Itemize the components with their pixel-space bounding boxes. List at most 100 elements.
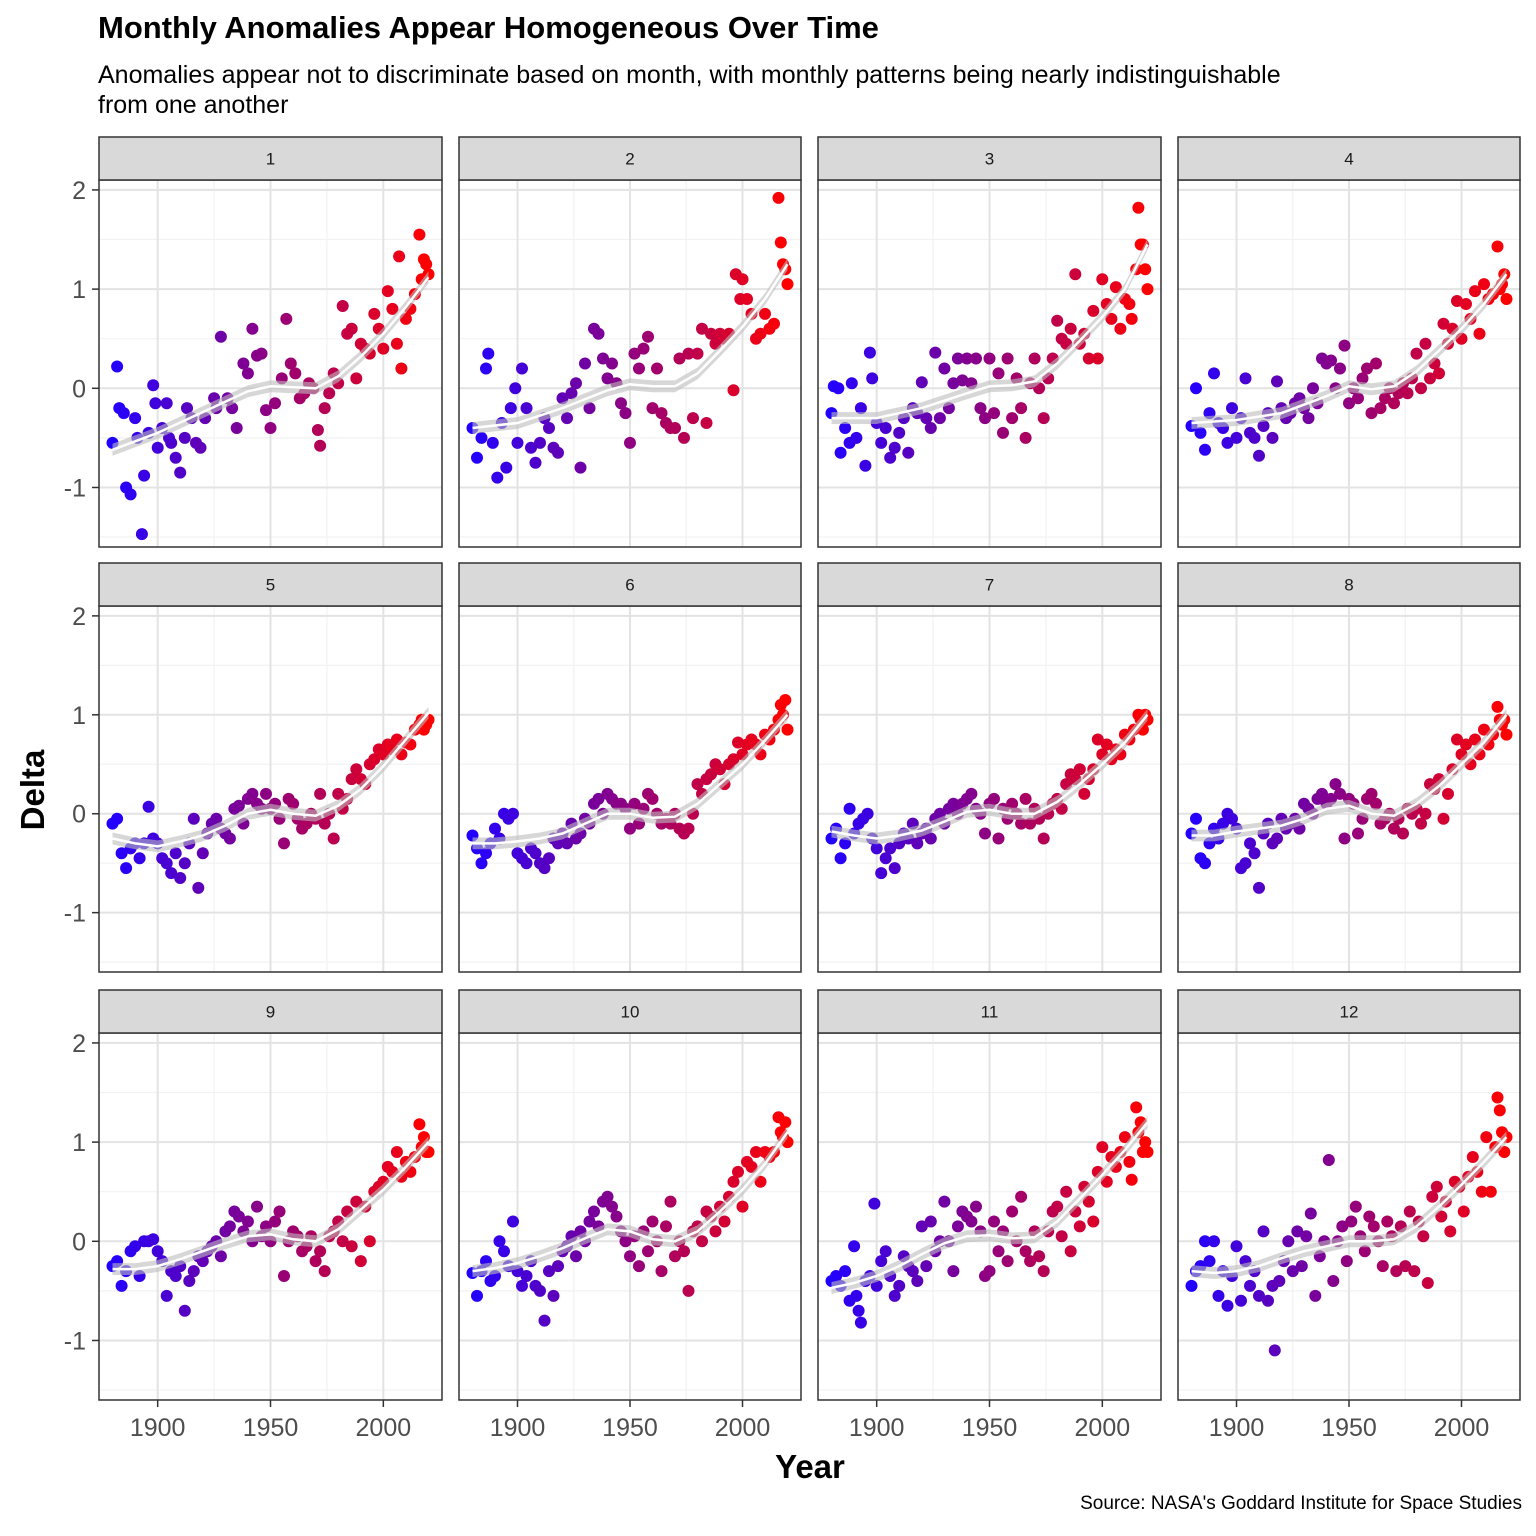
data-point: [377, 342, 390, 355]
data-point: [1500, 728, 1513, 741]
smooth-trend-line: [472, 713, 789, 845]
data-point: [111, 812, 124, 825]
data-point: [1390, 1265, 1403, 1278]
data-point: [736, 1200, 749, 1213]
data-point: [1037, 412, 1050, 425]
data-point: [1408, 1265, 1421, 1278]
data-point: [673, 352, 686, 365]
data-point: [491, 471, 504, 484]
data-point: [601, 1190, 614, 1203]
data-point: [988, 792, 1000, 805]
data-point: [915, 1220, 928, 1233]
y-tick-label: 1: [72, 1129, 86, 1157]
data-point: [507, 807, 519, 820]
data-point: [561, 412, 573, 425]
data-point: [854, 1316, 867, 1329]
data-point: [350, 1195, 363, 1208]
data-point: [381, 285, 394, 298]
data-point: [420, 258, 433, 271]
data-point: [1300, 1230, 1313, 1243]
data-point: [142, 800, 155, 813]
data-point: [911, 1275, 924, 1287]
data-point: [875, 436, 888, 449]
data-point: [1358, 1245, 1371, 1258]
data-point: [839, 837, 852, 850]
data-point: [187, 812, 200, 825]
data-point: [543, 422, 555, 434]
data-point: [174, 466, 187, 479]
data-point: [1343, 397, 1355, 410]
data-point: [655, 407, 668, 420]
y-tick-label: 0: [72, 1228, 86, 1256]
data-point: [520, 1270, 533, 1282]
data-point: [1460, 298, 1472, 310]
data-point: [1226, 812, 1238, 825]
data-point: [500, 461, 513, 474]
data-point: [1388, 822, 1400, 835]
data-point: [1141, 1146, 1154, 1158]
data-point: [1282, 1235, 1295, 1248]
data-point: [637, 342, 650, 355]
data-point: [1345, 1215, 1358, 1228]
data-point: [368, 307, 381, 320]
data-point: [327, 832, 340, 845]
data-point: [848, 1240, 861, 1253]
data-point: [547, 1289, 560, 1302]
data-point: [1096, 1141, 1109, 1154]
facet-strip: [458, 562, 802, 607]
data-point: [507, 1215, 519, 1228]
data-point: [1361, 362, 1373, 375]
data-point: [1316, 787, 1328, 800]
data-point: [924, 1215, 937, 1228]
data-point: [111, 360, 124, 373]
data-point: [183, 1275, 196, 1287]
data-point: [850, 431, 863, 444]
data-point: [879, 852, 892, 865]
data-point: [129, 1240, 142, 1253]
data-point: [223, 1220, 236, 1233]
facet-panel-3: 3: [817, 136, 1162, 548]
data-point: [149, 397, 162, 410]
facet-panel-12: 12: [1177, 989, 1521, 1401]
data-point: [1096, 273, 1109, 286]
data-point: [133, 852, 146, 865]
data-point: [565, 387, 578, 400]
data-point: [1212, 1289, 1225, 1302]
x-tick-label: 2000: [1434, 1414, 1490, 1442]
data-point: [336, 1235, 349, 1248]
y-tick-label: 1: [72, 702, 86, 730]
smooth-trend-line: [472, 263, 789, 430]
data-point: [413, 228, 426, 241]
data-point: [983, 352, 996, 365]
data-point: [269, 1215, 281, 1228]
data-point: [1221, 1299, 1234, 1312]
data-point: [1430, 1180, 1443, 1193]
data-point: [655, 1265, 668, 1278]
data-point: [309, 1255, 322, 1268]
smooth-trend-line: [1191, 714, 1508, 837]
data-point: [772, 191, 785, 204]
data-point: [284, 357, 297, 370]
data-point: [1356, 372, 1369, 385]
data-point: [583, 1215, 596, 1228]
data-point: [529, 847, 542, 860]
x-tick-label: 1900: [849, 1414, 905, 1442]
data-point: [893, 1279, 906, 1292]
data-point: [1244, 837, 1256, 850]
data-point: [1273, 1275, 1286, 1287]
data-point: [705, 327, 717, 340]
data-point: [938, 1195, 951, 1208]
data-point: [345, 773, 358, 786]
facet-strip: [458, 989, 802, 1034]
data-point: [1001, 352, 1014, 365]
data-point: [947, 377, 960, 390]
data-point: [1401, 387, 1414, 400]
y-tick-label: 2: [72, 1030, 86, 1058]
data-point: [1370, 357, 1382, 370]
data-point: [924, 422, 937, 434]
data-point: [1451, 733, 1463, 746]
data-point: [781, 278, 794, 291]
data-point: [1064, 322, 1077, 335]
data-point: [260, 787, 272, 800]
facet-strip-label: 6: [625, 576, 634, 595]
